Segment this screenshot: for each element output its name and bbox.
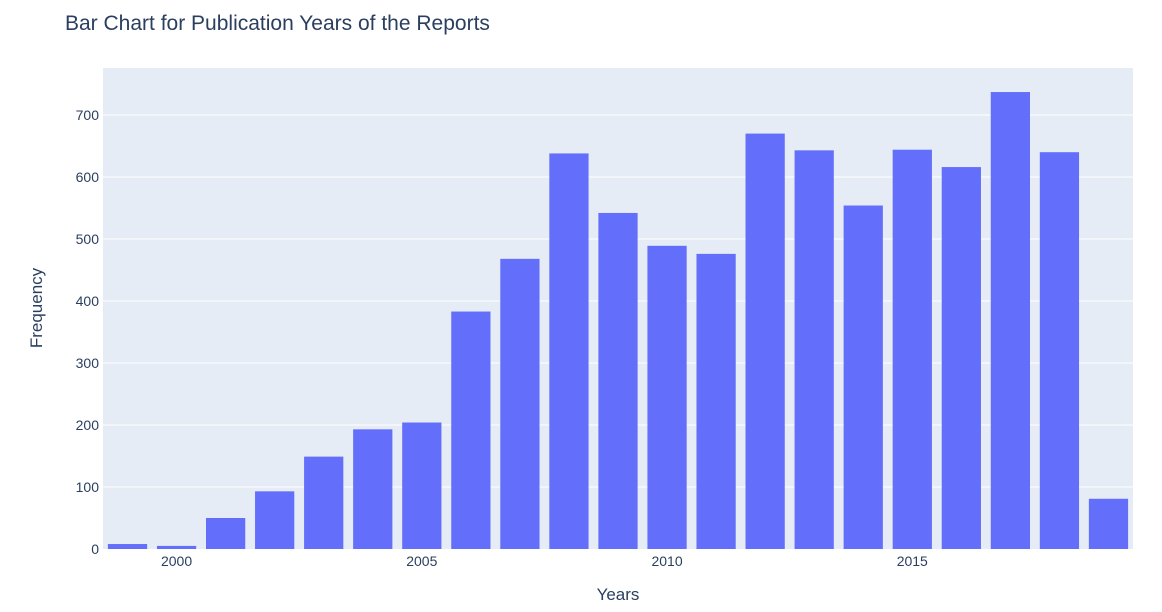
bar-2006[interactable] [451,311,491,549]
bar-2008[interactable] [549,153,589,549]
y-axis-title: Frequency [27,267,46,348]
bar-2017[interactable] [990,92,1030,549]
chart-title: Bar Chart for Publication Years of the R… [65,12,490,35]
bar-2018[interactable] [1039,152,1080,549]
x-axis-title: Years [597,585,640,604]
y-tick-label: 300 [76,355,100,371]
bar-2000[interactable] [156,545,197,549]
x-tick-label: 2005 [406,553,437,569]
bar-2011[interactable] [696,253,736,549]
bar-1999[interactable] [107,544,148,549]
y-tick-label: 500 [76,231,100,247]
bar-2012[interactable] [745,133,785,549]
bar-2009[interactable] [598,212,638,549]
x-axis-ticks: 2000 2005 2010 2015 [161,553,928,569]
y-axis-ticks: 0 100 200 300 400 500 600 700 [76,107,100,557]
y-tick-label: 400 [76,293,100,309]
x-tick-label: 2010 [651,553,682,569]
bar-2013[interactable] [794,150,834,550]
bar-2014[interactable] [843,205,883,549]
bar-2016[interactable] [941,167,981,549]
bar-2019[interactable] [1088,498,1129,549]
bars [107,92,1129,550]
y-tick-label: 600 [76,169,100,185]
bar-2001[interactable] [206,517,246,549]
x-tick-label: 2015 [897,553,928,569]
bar-2002[interactable] [255,491,295,549]
bar-2003[interactable] [304,456,344,549]
y-tick-label: 200 [76,417,100,433]
bar-2010[interactable] [647,245,687,549]
y-tick-label: 100 [76,479,100,495]
bar-2007[interactable] [500,258,540,549]
bar-2005[interactable] [402,422,442,549]
bar-2004[interactable] [353,429,393,549]
x-tick-label: 2000 [161,553,192,569]
bar-2015[interactable] [892,149,932,549]
y-tick-label: 700 [76,107,100,123]
y-tick-label: 0 [91,541,99,557]
